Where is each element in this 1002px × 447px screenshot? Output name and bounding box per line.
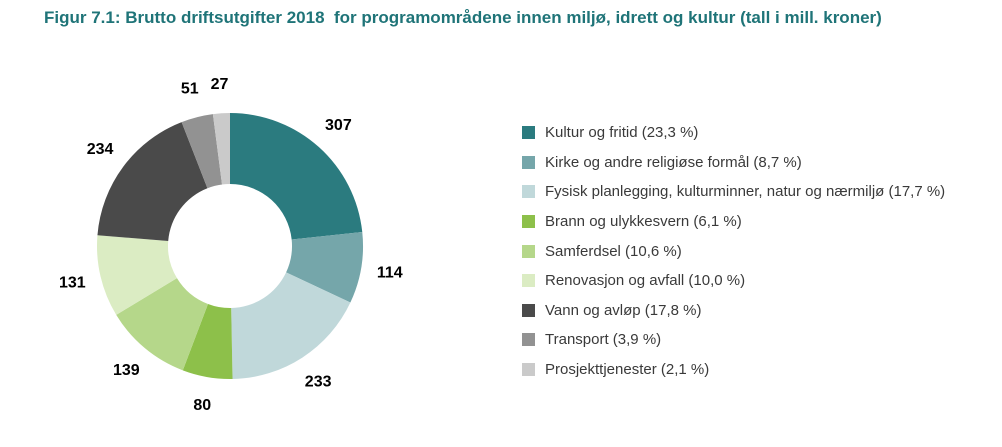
legend-item-6: Vann og avløp (17,8 %) [522,296,945,326]
legend-item-8: Prosjekttjenester (2,1 %) [522,355,945,385]
pie-slice-4 [116,278,208,371]
slice-value-label-6: 234 [87,141,114,158]
legend-label: Kultur og fritid (23,3 %) [545,124,699,142]
legend-swatch-icon [522,303,535,317]
legend-label: Vann og avløp (17,8 %) [545,301,702,319]
pie-slice-8 [212,112,230,185]
slice-value-label-3: 80 [193,397,211,414]
legend-item-7: Transport (3,9 %) [522,325,945,355]
legend-item-5: Renovasjon og avfall (10,0 %) [522,266,945,296]
legend-label: Transport (3,9 %) [545,331,662,349]
legend-label: Brann og ulykkesvern (6,1 %) [545,213,742,231]
slice-value-label-4: 139 [113,362,140,379]
pie-slice-0 [230,113,363,240]
pie-slice-6 [97,122,208,241]
slice-value-label-8: 27 [211,76,229,93]
legend-swatch-icon [522,155,535,169]
legend-label: Renovasjon og avfall (10,0 %) [545,272,746,290]
pie-slice-5 [97,235,177,315]
figure-title: Figur 7.1: Brutto driftsutgifter 2018 fo… [44,8,882,27]
legend-item-3: Brann og ulykkesvern (6,1 %) [522,207,945,237]
donut-chart: 307 114 233 80 139 131 234 51 27 [59,76,403,414]
slice-value-label-0: 307 [325,117,352,134]
slice-value-label-1: 114 [377,264,403,281]
legend-item-4: Samferdsel (10,6 %) [522,236,945,266]
chart-legend: Kultur og fritid (23,3 %) Kirke og andre … [522,118,945,384]
pie-slice-3 [182,303,233,380]
legend-swatch-icon [522,215,535,229]
legend-swatch-icon [522,333,535,347]
legend-label: Fysisk planlegging, kulturminner, natur … [545,183,946,201]
legend-label: Prosjekttjenester (2,1 %) [545,361,710,379]
legend-item-2: Fysisk planlegging, kulturminner, natur … [522,177,945,207]
legend-swatch-icon [522,244,535,258]
slice-value-label-7: 51 [181,81,199,98]
legend-swatch-icon [522,126,535,140]
legend-swatch-icon [522,274,535,288]
legend-swatch-icon [522,185,535,199]
legend-item-1: Kirke og andre religiøse formål (8,7 %) [522,148,945,178]
slice-value-label-2: 233 [305,373,332,390]
pie-slice-2 [231,272,351,379]
slice-value-label-5: 131 [59,275,86,292]
pie-slice-7 [181,114,223,189]
legend-item-0: Kultur og fritid (23,3 %) [522,118,945,148]
legend-label: Samferdsel (10,6 %) [545,242,682,260]
legend-swatch-icon [522,363,535,377]
legend-label: Kirke og andre religiøse formål (8,7 %) [545,153,802,171]
pie-slice-1 [286,232,364,303]
